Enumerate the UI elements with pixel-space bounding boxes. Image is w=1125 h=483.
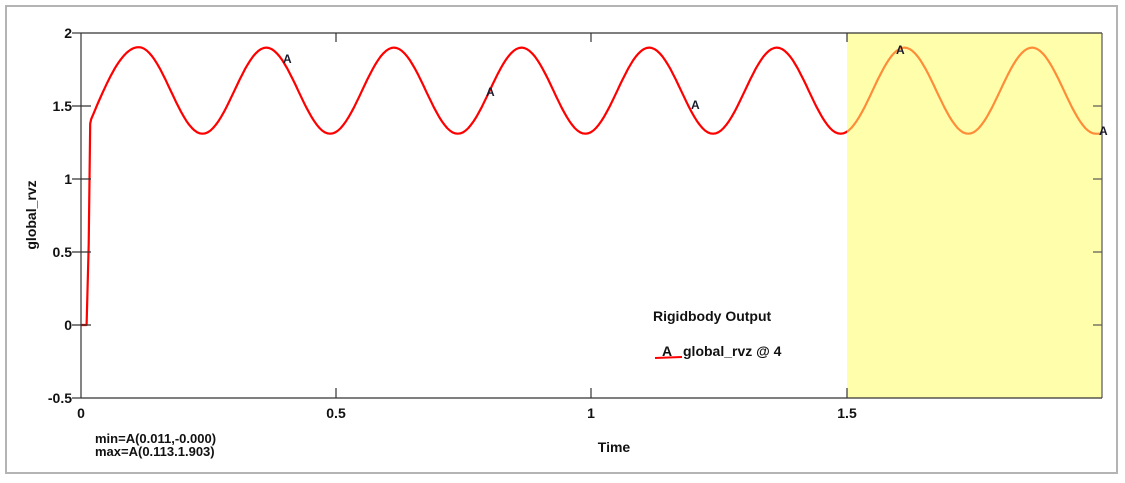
y-ticks [72,32,91,399]
legend-title: Rigidbody Output [653,308,772,324]
legend-line-swatch [654,356,683,359]
right-y-ticks [1093,105,1102,326]
point-marker-a: A [283,52,292,66]
y-tick-label: -0.5 [48,390,72,406]
x-tick-label: 1.5 [837,405,857,421]
y-tick-label: 2 [64,25,72,41]
x-tick-label: 0 [77,405,85,421]
y-tick-label: 1 [64,171,72,187]
y-tick-label: 1.5 [53,98,73,114]
point-marker-a: A [896,43,905,57]
highlight-region[interactable] [847,33,1102,398]
x-ticks [335,33,848,398]
max-annotation: max=A(0.113.1.903) [95,444,215,459]
y-axis-title: global_rvz [23,180,39,249]
legend-marker: A [662,343,672,359]
y-tick-label: 0.5 [53,244,73,260]
point-marker-a: A [1099,124,1108,138]
legend-entry-label: global_rvz @ 4 [683,343,782,359]
x-tick-label: 0.5 [326,405,346,421]
x-axis-title: Time [598,439,631,455]
y-tick-label: 0 [64,317,72,333]
point-marker-a: A [691,98,700,112]
point-marker-a: A [486,85,495,99]
min-annotation: min=A(0.011,-0.000) [95,431,216,446]
legend[interactable]: Rigidbody Output A global_rvz @ 4 [653,308,782,359]
x-tick-label: 1 [587,405,595,421]
